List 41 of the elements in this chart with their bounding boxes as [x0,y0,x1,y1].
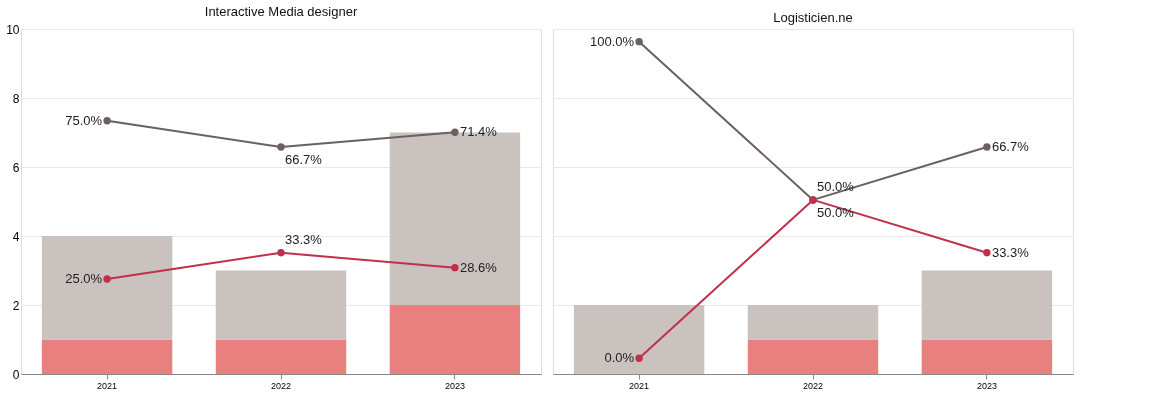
data-label: 100.0% [589,33,635,49]
data-label: 71.4% [459,124,498,140]
data-label: 33.3% [991,244,1030,260]
bar [389,305,521,374]
point [103,275,111,283]
x-tick-label: 2023 [444,380,465,391]
data-label: 0.0% [604,350,635,366]
data-label: 33.3% [285,231,323,247]
y-tick-label: 0 [12,367,20,382]
chart-title: Interactive Media designer [204,4,358,19]
data-label: 50.0% [817,178,855,194]
x-tick-label: 2022 [802,380,824,391]
point [277,143,285,151]
point [983,249,991,257]
point [451,128,459,136]
bar [41,339,173,374]
x-tick-label: 2021 [97,380,118,391]
data-label: 66.7% [991,139,1030,155]
data-label: 50.0% [817,204,855,220]
point [451,263,459,272]
bar [41,236,173,340]
x-tick-label: 2022 [270,380,292,391]
y-tick-label: 4 [12,229,20,244]
x-tick-label: 2021 [629,380,650,391]
data-label: 28.6% [459,259,498,275]
x-tick-label: 2023 [976,380,997,391]
data-label: 75.0% [65,112,103,128]
data-label: 25.0% [65,271,103,287]
point [277,249,285,257]
y-tick-label: 10 [6,22,20,37]
point [103,117,111,125]
y-tick-label: 2 [12,298,20,313]
point [983,143,991,151]
bar [215,270,347,340]
bar [215,339,347,374]
point [635,354,643,362]
y-tick-label: 6 [12,160,20,175]
point [635,37,643,46]
chart-title: Logisticien.ne [773,10,853,25]
y-tick-label: 8 [12,91,20,106]
data-label: 66.7% [285,152,323,168]
